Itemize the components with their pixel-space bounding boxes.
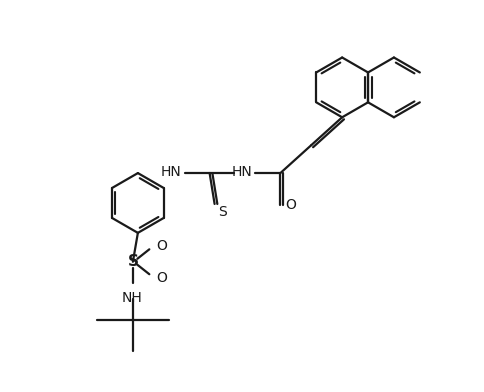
Text: S: S: [218, 205, 227, 219]
Text: NH: NH: [121, 291, 142, 305]
Text: O: O: [156, 271, 167, 285]
Text: HN: HN: [160, 165, 181, 179]
Text: S: S: [127, 254, 138, 269]
Text: O: O: [156, 239, 167, 253]
Text: O: O: [284, 198, 295, 212]
Text: HN: HN: [231, 165, 252, 179]
